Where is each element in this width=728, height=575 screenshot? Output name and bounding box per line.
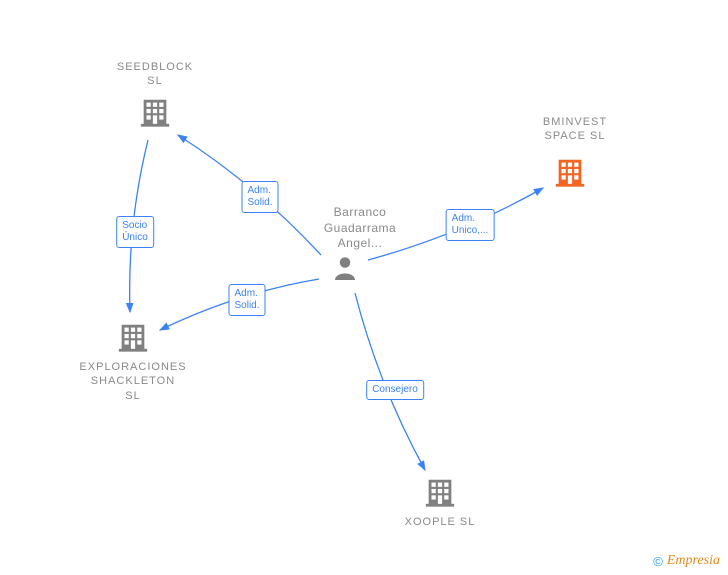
building-icon-bminvest[interactable]: [553, 156, 587, 195]
diagram-canvas: [0, 0, 728, 575]
building-icon-xoople[interactable]: [423, 476, 457, 515]
node-label-bminvest: BMINVEST SPACE SL: [543, 115, 607, 144]
edge-label-person-xoople: Consejero: [366, 380, 424, 400]
node-label-seedblock: SEEDBLOCK SL: [117, 60, 193, 89]
node-label-exploraciones: EXPLORACIONES SHACKLETON SL: [79, 360, 186, 403]
copyright-symbol: ©: [653, 554, 663, 569]
copyright-brand: Empresia: [667, 553, 720, 569]
building-icon-seedblock[interactable]: [138, 96, 172, 135]
node-label-xoople: XOOPLE SL: [405, 515, 476, 529]
edge-label-person-exploraciones: Adm. Solid.: [228, 284, 265, 316]
node-label-person: Barranco Guadarrama Angel...: [324, 205, 396, 252]
person-icon-person[interactable]: [330, 253, 360, 288]
edge-label-person-bminvest: Adm. Unico,...: [446, 209, 495, 241]
building-icon-exploraciones[interactable]: [116, 321, 150, 360]
edge-label-seedblock-exploraciones: Socio Único: [116, 216, 154, 248]
copyright: © Empresia: [653, 553, 720, 569]
edge-label-person-seedblock: Adm. Solid.: [241, 181, 278, 213]
